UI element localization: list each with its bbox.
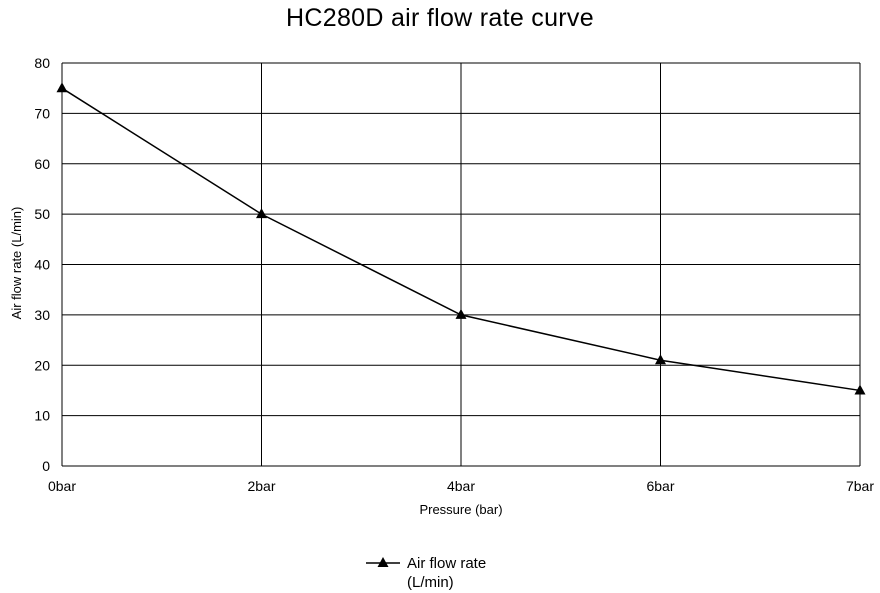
data-point-marker bbox=[854, 384, 866, 395]
y-tick-label: 30 bbox=[34, 307, 50, 323]
x-tick-label: 4bar bbox=[447, 478, 475, 494]
x-axis-label: Pressure (bar) bbox=[419, 502, 502, 517]
x-tick-label: 6bar bbox=[646, 478, 674, 494]
y-tick-label: 10 bbox=[34, 408, 50, 424]
x-tick-labels: 0bar 2bar 4bar 6bar 7bar bbox=[48, 478, 874, 494]
legend-label-line-1: Air flow rate bbox=[407, 555, 486, 572]
x-tick-label: 0bar bbox=[48, 478, 76, 494]
y-tick-label: 40 bbox=[34, 257, 50, 273]
series-air-flow-rate bbox=[56, 82, 866, 395]
data-point-marker bbox=[256, 208, 267, 219]
y-tick-label: 20 bbox=[34, 357, 50, 373]
y-tick-labels: 0 10 20 30 40 50 60 70 80 bbox=[34, 55, 50, 474]
chart-title: HC280D air flow rate curve bbox=[286, 4, 594, 32]
grid-lines bbox=[61, 62, 861, 467]
legend-label-line-2: (L/min) bbox=[407, 574, 454, 591]
y-tick-label: 0 bbox=[42, 458, 50, 474]
legend-marker-triangle bbox=[377, 557, 389, 567]
y-tick-label: 80 bbox=[34, 55, 50, 71]
x-tick-label: 2bar bbox=[247, 478, 275, 494]
data-point-marker bbox=[655, 354, 666, 365]
y-tick-label: 60 bbox=[34, 156, 50, 172]
data-point-marker bbox=[56, 82, 68, 93]
x-tick-label: 7bar bbox=[846, 478, 874, 494]
y-axis-label: Air flow rate (L/min) bbox=[9, 207, 24, 320]
data-point-marker bbox=[455, 308, 467, 319]
y-tick-label: 70 bbox=[34, 105, 50, 121]
legend: Air flow rate (L/min) bbox=[366, 555, 486, 591]
y-tick-label: 50 bbox=[34, 206, 50, 222]
